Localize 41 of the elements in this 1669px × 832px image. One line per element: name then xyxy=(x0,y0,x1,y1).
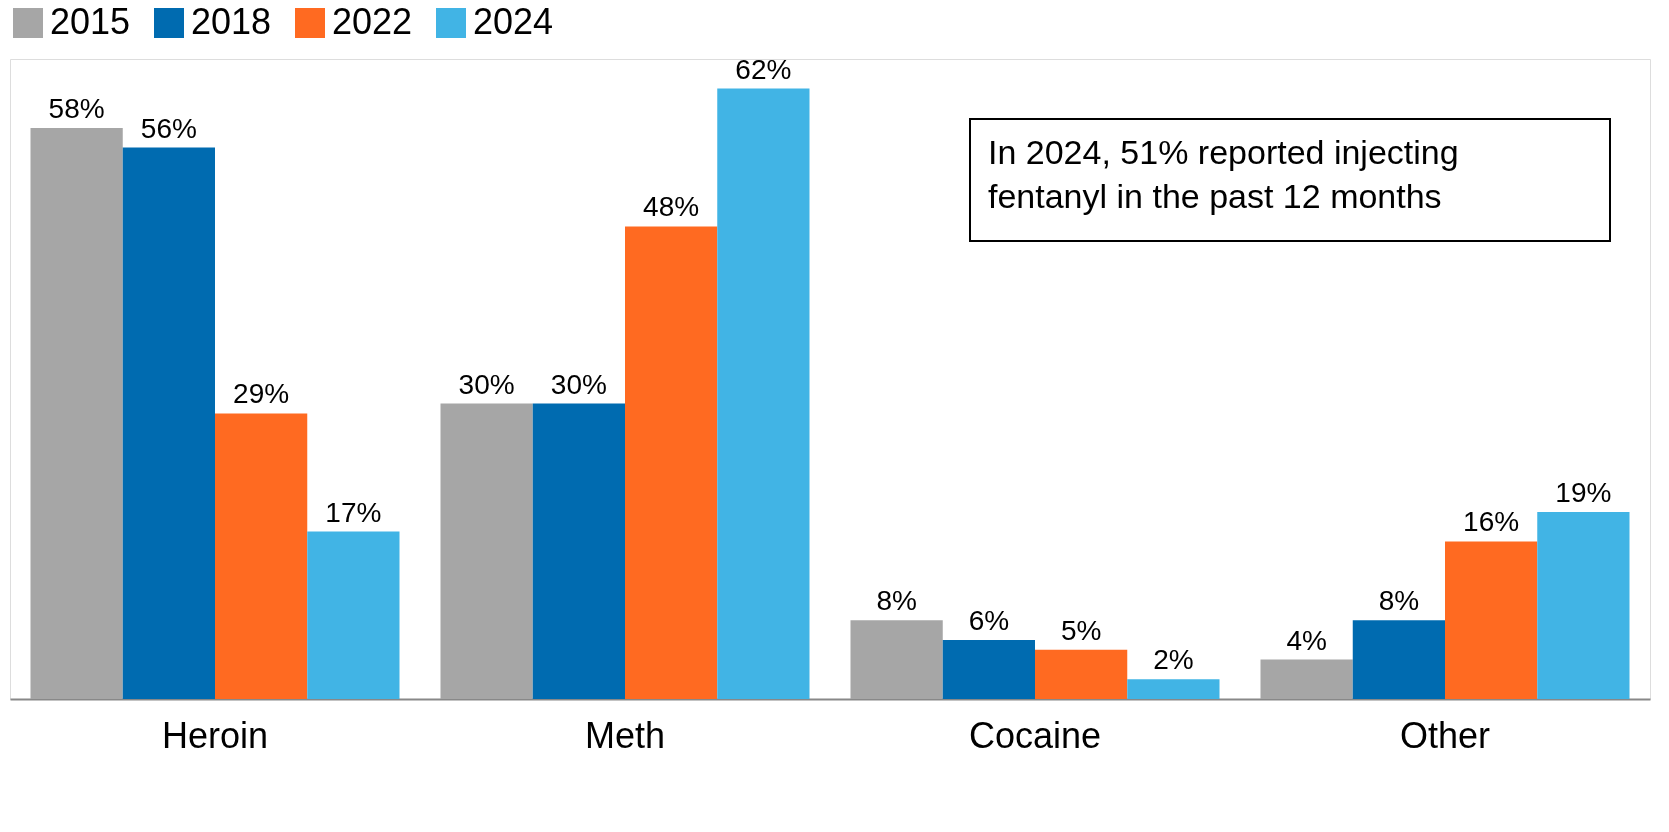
data-label: 48% xyxy=(643,191,700,223)
x-tick-label: Other xyxy=(1399,714,1491,756)
bar xyxy=(1127,679,1220,699)
bar xyxy=(1260,659,1353,699)
legend-label: 2024 xyxy=(473,1,554,42)
legend-label: 2022 xyxy=(332,1,413,42)
bar xyxy=(942,639,1035,699)
data-label: 62% xyxy=(735,53,792,85)
bar xyxy=(1537,511,1630,699)
bar xyxy=(1035,649,1128,699)
data-label: 17% xyxy=(325,496,382,528)
bar xyxy=(532,403,625,699)
data-label: 16% xyxy=(1463,506,1520,538)
x-tick-label: Cocaine xyxy=(968,714,1102,756)
data-label: 8% xyxy=(876,585,917,617)
legend-label: 2015 xyxy=(50,1,131,42)
bar xyxy=(215,413,308,699)
bar xyxy=(850,620,943,699)
data-label: 2% xyxy=(1153,644,1194,676)
data-label: 4% xyxy=(1286,624,1327,656)
bar xyxy=(30,127,123,699)
bar xyxy=(1352,620,1445,699)
bar xyxy=(717,88,810,699)
data-label: 6% xyxy=(968,604,1010,636)
annotation: In 2024, 51% reported injecting fentanyl in the past 12 months xyxy=(988,133,1459,215)
data-label: 5% xyxy=(1060,614,1102,646)
data-label: 56% xyxy=(140,112,197,144)
bar xyxy=(122,147,215,699)
bar xyxy=(440,403,533,699)
data-label: 8% xyxy=(1378,585,1420,617)
data-label: 19% xyxy=(1555,476,1612,508)
data-label: 58% xyxy=(48,92,105,124)
bar xyxy=(625,226,718,699)
data-label: 29% xyxy=(233,378,290,410)
x-tick-label: Meth xyxy=(584,714,666,756)
data-label: 30% xyxy=(458,368,515,400)
x-tick-label: Heroin xyxy=(161,714,269,756)
legend-label: 2018 xyxy=(191,1,272,42)
bar xyxy=(307,531,400,699)
bar xyxy=(1445,541,1538,699)
data-label: 30% xyxy=(550,368,607,400)
